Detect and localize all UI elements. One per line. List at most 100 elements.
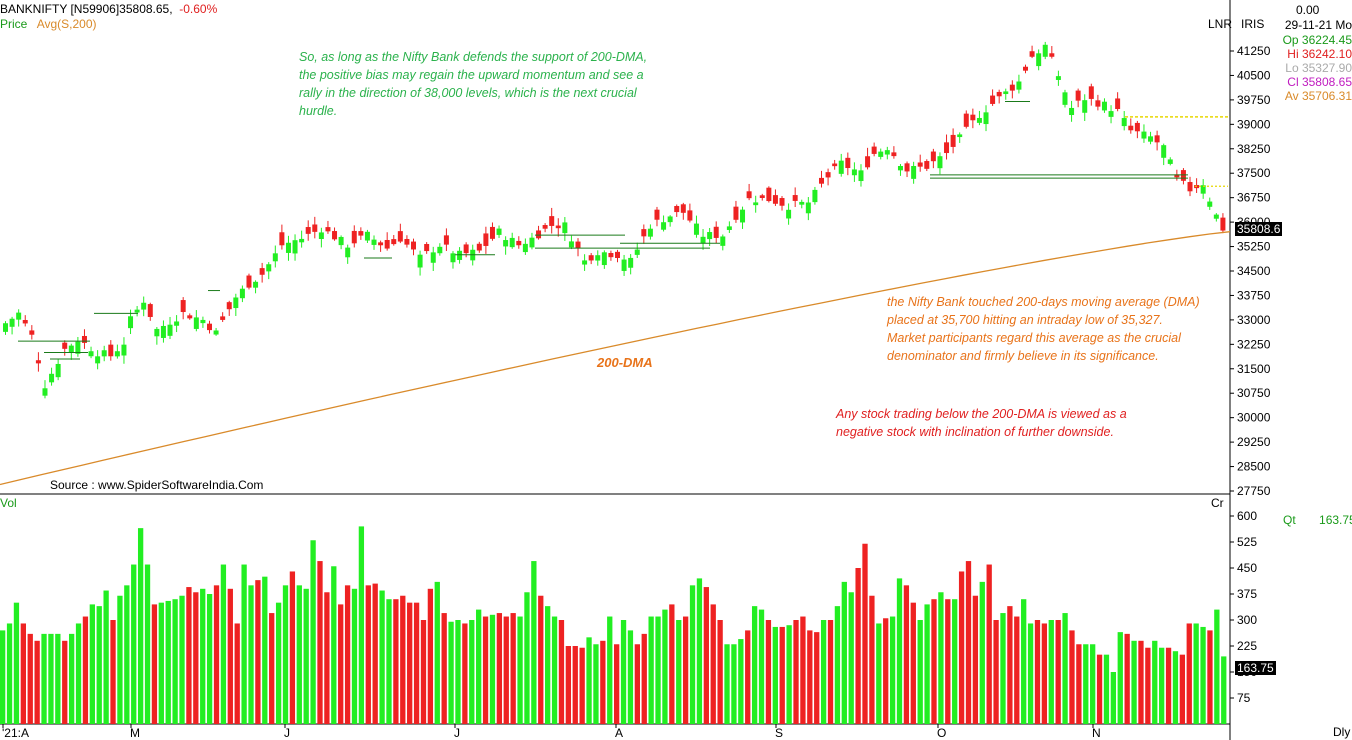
candle-body xyxy=(1069,107,1075,116)
candle-body xyxy=(75,341,81,354)
candle-body xyxy=(404,239,410,245)
candle-body xyxy=(733,206,739,220)
ohlc-box: 29-11-21 Mo Op 36224.45 Hi 36242.10 Lo 3… xyxy=(1282,16,1352,106)
volume-bar xyxy=(96,606,102,724)
volume-bar xyxy=(55,633,61,724)
candle-body xyxy=(516,240,522,246)
change-label: -0.60% xyxy=(179,2,218,16)
orange-annotation: the Nifty Bank touched 200-days moving a… xyxy=(887,295,1200,363)
candle-body xyxy=(1207,201,1213,207)
qt-value: 163.75 xyxy=(1319,513,1352,527)
candle-body xyxy=(904,163,910,172)
candle-body xyxy=(213,330,219,335)
volume-bar xyxy=(1152,640,1158,724)
price-tick-label: 34500 xyxy=(1237,264,1271,278)
red-annotation: Any stock trading below the 200-DMA is v… xyxy=(836,407,1127,439)
candle-body xyxy=(1082,100,1088,113)
candle-body xyxy=(1141,131,1147,139)
candle-body xyxy=(1095,100,1101,107)
price-tick-label: 41250 xyxy=(1237,44,1271,58)
volume-bar xyxy=(186,587,192,724)
candle-body xyxy=(338,236,344,246)
candle-body xyxy=(193,317,199,329)
candle-body xyxy=(575,241,581,249)
volume-bar xyxy=(344,585,351,724)
candle-body xyxy=(226,302,232,310)
volume-bar xyxy=(282,585,289,724)
volume-bar xyxy=(551,616,558,724)
candle-body xyxy=(121,344,127,356)
candle-body xyxy=(1029,51,1035,57)
volume-bar xyxy=(289,571,296,724)
volume-bar xyxy=(89,604,95,724)
candle-body xyxy=(279,232,285,246)
candle-body xyxy=(1187,182,1193,192)
candle-body xyxy=(667,216,673,223)
volume-bar xyxy=(1048,620,1054,724)
candle-body xyxy=(180,300,186,313)
volume-bar xyxy=(68,633,75,724)
candle-body xyxy=(272,253,278,262)
candle-body xyxy=(1213,214,1219,219)
volume-bar xyxy=(151,604,158,724)
candle-body xyxy=(1115,98,1121,109)
volume-bar xyxy=(896,578,903,724)
volume-bar xyxy=(255,580,261,724)
volume-bar xyxy=(1131,640,1137,724)
candle-body xyxy=(713,226,719,238)
volume-bar xyxy=(993,620,999,724)
volume-bar xyxy=(1207,630,1213,724)
candle-body xyxy=(364,231,370,241)
indicator-header: Price Avg(S,200) xyxy=(0,17,97,31)
candle-body xyxy=(1161,145,1167,158)
volume-bar xyxy=(462,623,468,724)
candle-body xyxy=(924,161,930,169)
candle-body xyxy=(753,202,759,206)
candle-body xyxy=(740,209,746,223)
volume-bar xyxy=(13,602,20,724)
volume-bar xyxy=(889,616,896,724)
candle-body xyxy=(22,320,28,324)
candle-body xyxy=(457,250,463,260)
volume-bar xyxy=(1055,620,1061,724)
volume-bar xyxy=(565,646,572,724)
x-tick-label: J xyxy=(284,726,290,740)
volume-bar xyxy=(965,561,972,724)
candle-body xyxy=(154,328,160,337)
volume-bar xyxy=(820,620,827,724)
volume-tick-label: 75 xyxy=(1237,691,1251,705)
volume-bar xyxy=(1096,654,1103,724)
price-tick-label: 30750 xyxy=(1237,386,1271,400)
volume-bar xyxy=(248,585,254,724)
volume-bar xyxy=(131,564,137,724)
volume-bar xyxy=(841,581,847,724)
volume-bar xyxy=(496,613,503,724)
volume-bar xyxy=(627,630,634,724)
x-tick-label: N xyxy=(1092,726,1101,740)
volume-bar xyxy=(1214,609,1220,724)
candle-body xyxy=(496,228,502,235)
source-label: Source : www.SpiderSoftwareIndia.Com xyxy=(50,478,264,492)
candle-body xyxy=(792,195,798,201)
volume-bar xyxy=(952,599,958,724)
candle-body xyxy=(411,241,416,250)
volume-bar xyxy=(200,588,206,724)
candle-body xyxy=(1200,185,1206,194)
candle-body xyxy=(1148,136,1154,142)
volume-bar xyxy=(206,594,213,724)
candle-body xyxy=(996,91,1002,97)
candle-body xyxy=(443,235,449,245)
volume-bar xyxy=(724,644,730,724)
scale-mode-button[interactable]: LNR xyxy=(1208,17,1233,31)
price-tick-label: 39750 xyxy=(1237,93,1271,107)
volume-bar xyxy=(517,616,523,724)
candle-body xyxy=(1154,135,1160,143)
volume-bar xyxy=(117,595,123,724)
candle-body xyxy=(371,239,377,245)
volume-tick-label: 375 xyxy=(1237,587,1257,601)
scheme-button[interactable]: IRIS xyxy=(1241,17,1265,31)
candle-body xyxy=(81,335,87,343)
volume-bar xyxy=(482,616,489,724)
candle-body xyxy=(825,172,831,178)
periodicity-button[interactable]: Dly xyxy=(1333,725,1351,739)
